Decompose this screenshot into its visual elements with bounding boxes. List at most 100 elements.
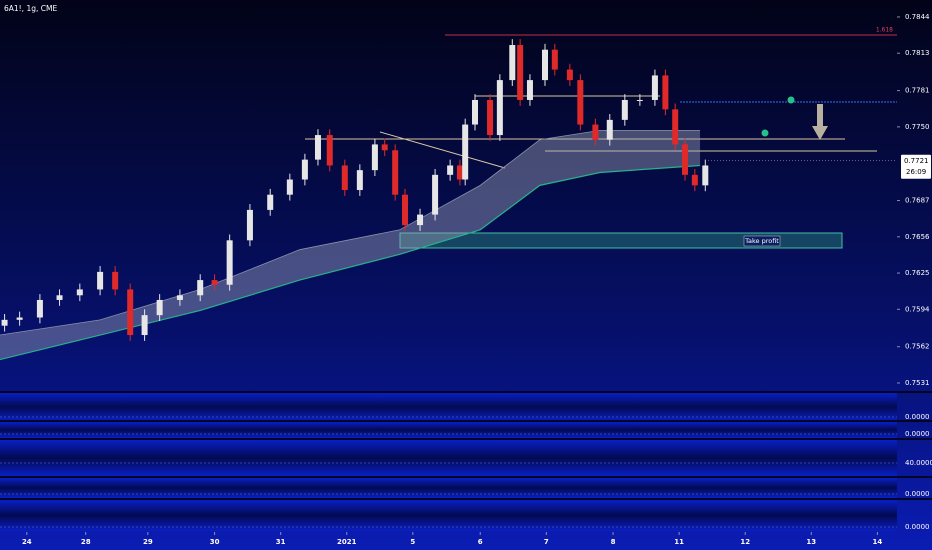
candle-body <box>16 317 23 320</box>
candle-body <box>314 135 321 160</box>
chart-title: 6A1!, 1g, CME <box>4 4 57 13</box>
x-tick-label: 8 <box>611 538 616 546</box>
x-tick-label: 24 <box>22 538 32 546</box>
plot-area <box>0 39 709 361</box>
candle-body <box>356 170 363 191</box>
pane-tick-label: 0.0000 <box>905 490 930 498</box>
candle-body <box>76 289 83 296</box>
y-tick-label: 0.7844 <box>905 13 930 21</box>
candle-body <box>326 135 333 166</box>
pane-background <box>0 500 897 531</box>
y-tick-label: 0.7687 <box>905 197 930 205</box>
ma-band <box>0 130 701 360</box>
x-tick-label: 12 <box>740 538 750 546</box>
candle-body <box>551 49 558 70</box>
candle-body <box>301 159 308 180</box>
x-tick-label: 7 <box>544 538 549 546</box>
candle-body <box>542 49 549 81</box>
x-tick-label: 6 <box>478 538 483 546</box>
candle-body <box>371 144 378 171</box>
x-tick-label: 5 <box>410 538 415 546</box>
y-tick-label: 0.7562 <box>905 343 930 351</box>
pane-tick-label: 0.0000 <box>905 413 930 421</box>
candle-body <box>267 194 274 210</box>
last-price-box <box>901 154 931 179</box>
candle-body <box>156 299 163 316</box>
zone-label: Take profit <box>744 237 779 245</box>
candle-body <box>197 280 204 296</box>
zone-label-box <box>743 235 781 247</box>
x-axis <box>0 532 932 550</box>
candle-body <box>566 69 573 81</box>
y-tick-label: 0.7813 <box>905 49 930 57</box>
candle-body <box>56 295 63 300</box>
y-tick-label: 0.7531 <box>905 379 930 387</box>
candle-body <box>526 80 533 100</box>
candle-body <box>97 271 104 290</box>
ma-lower <box>0 164 701 361</box>
check-icon <box>761 129 769 137</box>
candle-body <box>246 209 253 241</box>
candle-body <box>471 99 478 125</box>
candle-body <box>462 124 469 180</box>
candle-body <box>341 165 348 191</box>
candle-body <box>176 295 183 300</box>
candle-body <box>621 99 628 120</box>
pane-tick-label: 40.0000 <box>905 459 932 467</box>
candle-body <box>672 109 679 145</box>
candle-body <box>682 144 689 175</box>
candle-body <box>487 99 494 136</box>
candle-body <box>432 174 439 215</box>
y-tick-label: 0.7625 <box>905 269 930 277</box>
candle-body <box>691 174 698 186</box>
candle-body <box>636 99 643 101</box>
x-tick-label: 29 <box>143 538 153 546</box>
candle-body <box>127 289 134 336</box>
candle-body <box>141 315 148 336</box>
y-tick-label: 0.7781 <box>905 87 930 95</box>
countdown: 26:09 <box>906 168 926 176</box>
candle-body <box>702 165 709 186</box>
candle-body <box>211 280 218 285</box>
candle-body <box>417 214 424 226</box>
trend-line <box>379 131 506 169</box>
candle-body <box>651 75 658 100</box>
candle-body <box>509 45 516 81</box>
candle-body <box>662 75 669 110</box>
x-tick-label: 28 <box>81 538 91 546</box>
candle-body <box>517 45 524 100</box>
pane-background <box>0 478 897 498</box>
indicator-panes: 0.0000 0.0000 40.0000 0.0000 0.0000 <box>0 391 932 531</box>
candle-body <box>286 179 293 195</box>
pane-background <box>0 393 897 421</box>
candle-body <box>577 80 584 125</box>
candle-body <box>36 299 43 318</box>
candle-body <box>592 124 599 140</box>
candle-body <box>392 150 399 195</box>
candle-body <box>447 165 454 175</box>
candle-body <box>606 119 613 140</box>
check-icon <box>787 96 795 104</box>
x-tick-label: 30 <box>210 538 220 546</box>
x-tick-label: 11 <box>674 538 684 546</box>
candle-body <box>381 144 388 151</box>
candle-body <box>401 194 408 226</box>
candle-body <box>456 165 463 180</box>
y-tick-label: 0.7656 <box>905 233 930 241</box>
pane-background <box>0 440 897 476</box>
x-tick-label: 14 <box>872 538 882 546</box>
annotation: 1.618 <box>876 27 893 34</box>
y-tick-label: 0.7750 <box>905 123 930 131</box>
pane-tick-label: 0.0000 <box>905 430 930 438</box>
take-profit-zone <box>399 232 843 249</box>
pane-tick-label: 0.0000 <box>905 523 930 531</box>
down-arrow <box>812 104 828 140</box>
pane-background <box>0 422 897 438</box>
candle-body <box>496 80 503 136</box>
last-price-label: 0.7721 <box>904 157 929 165</box>
y-tick-label: 0.7594 <box>905 305 930 313</box>
x-tick-label: 2021 <box>337 538 357 546</box>
ma-upper <box>0 129 701 336</box>
